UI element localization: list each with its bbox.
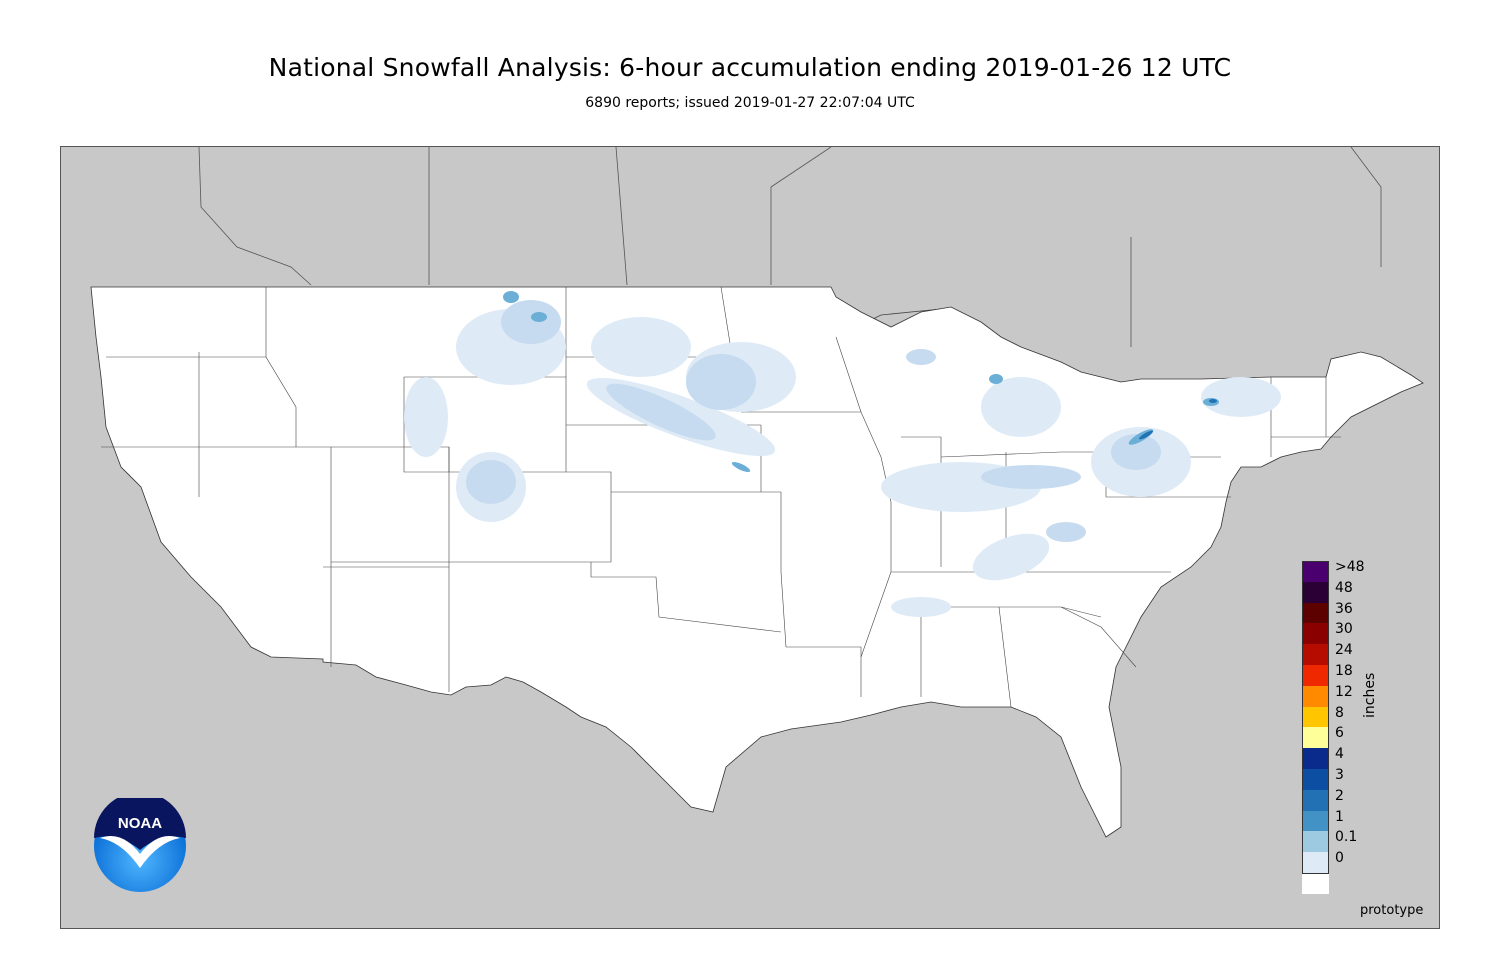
legend-units-label: inches <box>1362 672 1378 718</box>
prototype-label: prototype <box>1360 903 1424 918</box>
legend-label: 3 <box>1335 767 1344 783</box>
map-subtitle: 6890 reports; issued 2019-01-27 22:07:04… <box>585 95 915 111</box>
map-title: National Snowfall Analysis: 6-hour accum… <box>268 53 1232 82</box>
legend-label: 12 <box>1335 683 1353 700</box>
legend-swatch <box>1302 873 1329 894</box>
snowfall-shading <box>404 291 1281 617</box>
legend-swatch <box>1302 706 1329 728</box>
legend-label: 0.1 <box>1335 829 1358 846</box>
legend-swatch <box>1302 831 1329 853</box>
legend-swatch <box>1302 602 1329 624</box>
legend-swatch <box>1302 561 1329 582</box>
svg-text:NOAA: NOAA <box>118 815 162 832</box>
legend-swatch <box>1302 852 1329 874</box>
noaa-logo: NOAA <box>92 792 188 894</box>
legend-swatch <box>1302 685 1329 707</box>
legend-swatch <box>1302 623 1329 645</box>
canada-borders <box>198 147 1382 347</box>
legend-label: 4 <box>1335 746 1344 763</box>
map-canvas <box>90 147 1424 838</box>
legend-swatch <box>1302 769 1329 790</box>
legend-swatch <box>1302 581 1329 603</box>
legend-label: 18 <box>1335 663 1353 679</box>
legend-swatch <box>1302 727 1329 749</box>
snowfall-map <box>60 146 1440 929</box>
legend-swatch <box>1302 748 1329 770</box>
legend-label: 36 <box>1335 600 1353 617</box>
legend-label: 6 <box>1335 725 1344 742</box>
legend-label: 30 <box>1335 621 1353 638</box>
legend-label: 0 <box>1335 850 1344 867</box>
legend-label: 8 <box>1335 704 1344 721</box>
legend-swatch <box>1302 789 1329 811</box>
legend-swatch <box>1302 665 1329 686</box>
legend-label: >48 <box>1335 559 1365 575</box>
legend-swatch <box>1302 644 1329 666</box>
legend-label: 48 <box>1335 579 1353 596</box>
legend-label: 24 <box>1335 642 1353 659</box>
legend-swatch <box>1302 810 1329 832</box>
legend-label: 1 <box>1335 808 1344 825</box>
legend-label: 2 <box>1335 787 1344 804</box>
